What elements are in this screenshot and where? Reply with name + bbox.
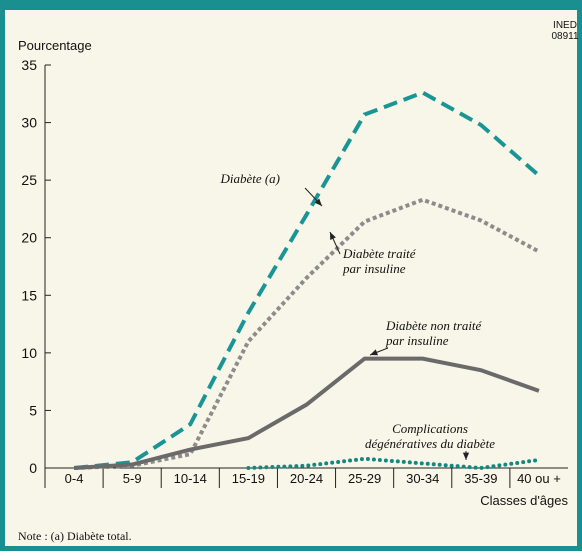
arrow-head: [330, 232, 336, 240]
x-tick-label: 35-39: [464, 471, 497, 486]
y-tick-label: 10: [21, 345, 37, 361]
y-tick-label: 15: [21, 287, 37, 303]
series-annotation: Diabète non traité: [385, 318, 483, 333]
y-tick-label: 20: [21, 230, 37, 246]
y-tick-label: 0: [29, 460, 37, 476]
x-tick-label: 0-4: [65, 471, 84, 486]
x-tick-label: 15-19: [232, 471, 265, 486]
y-tick-label: 35: [21, 57, 37, 73]
series-annotation: Complications: [392, 421, 468, 436]
arrow-head: [314, 198, 322, 206]
series-annotation: par insuline: [342, 261, 406, 276]
y-axis-label: Pourcentage: [18, 38, 92, 53]
y-tick-label: 25: [21, 172, 37, 188]
series-annotation: par insuline: [385, 333, 449, 348]
series-line: [246, 456, 541, 471]
x-tick-label: 10-14: [174, 471, 207, 486]
panel: [5, 10, 577, 546]
x-tick-label: 25-29: [348, 471, 381, 486]
y-tick-label: 30: [21, 115, 37, 131]
x-tick-label: 30-34: [406, 471, 439, 486]
x-tick-label: 5-9: [123, 471, 142, 486]
source-code: INED: [553, 20, 577, 31]
series-line: [73, 197, 540, 470]
arrow-head: [370, 349, 378, 356]
x-tick-label: 40 ou +: [517, 471, 561, 486]
series-line: [73, 356, 540, 470]
y-tick-label: 5: [29, 402, 37, 418]
source-code: 08911: [551, 31, 579, 42]
series-annotation: dégénératives du diabète: [365, 436, 495, 451]
series-annotation: Diabète traité: [342, 246, 417, 261]
series-annotation: Diabète (a): [219, 171, 280, 186]
series-line: [73, 90, 541, 470]
x-axis-label: Classes d'âges: [480, 493, 568, 508]
note: Note : (a) Diabète total.: [18, 529, 132, 543]
x-tick-label: 20-24: [290, 471, 323, 486]
arrow-head: [462, 452, 470, 460]
